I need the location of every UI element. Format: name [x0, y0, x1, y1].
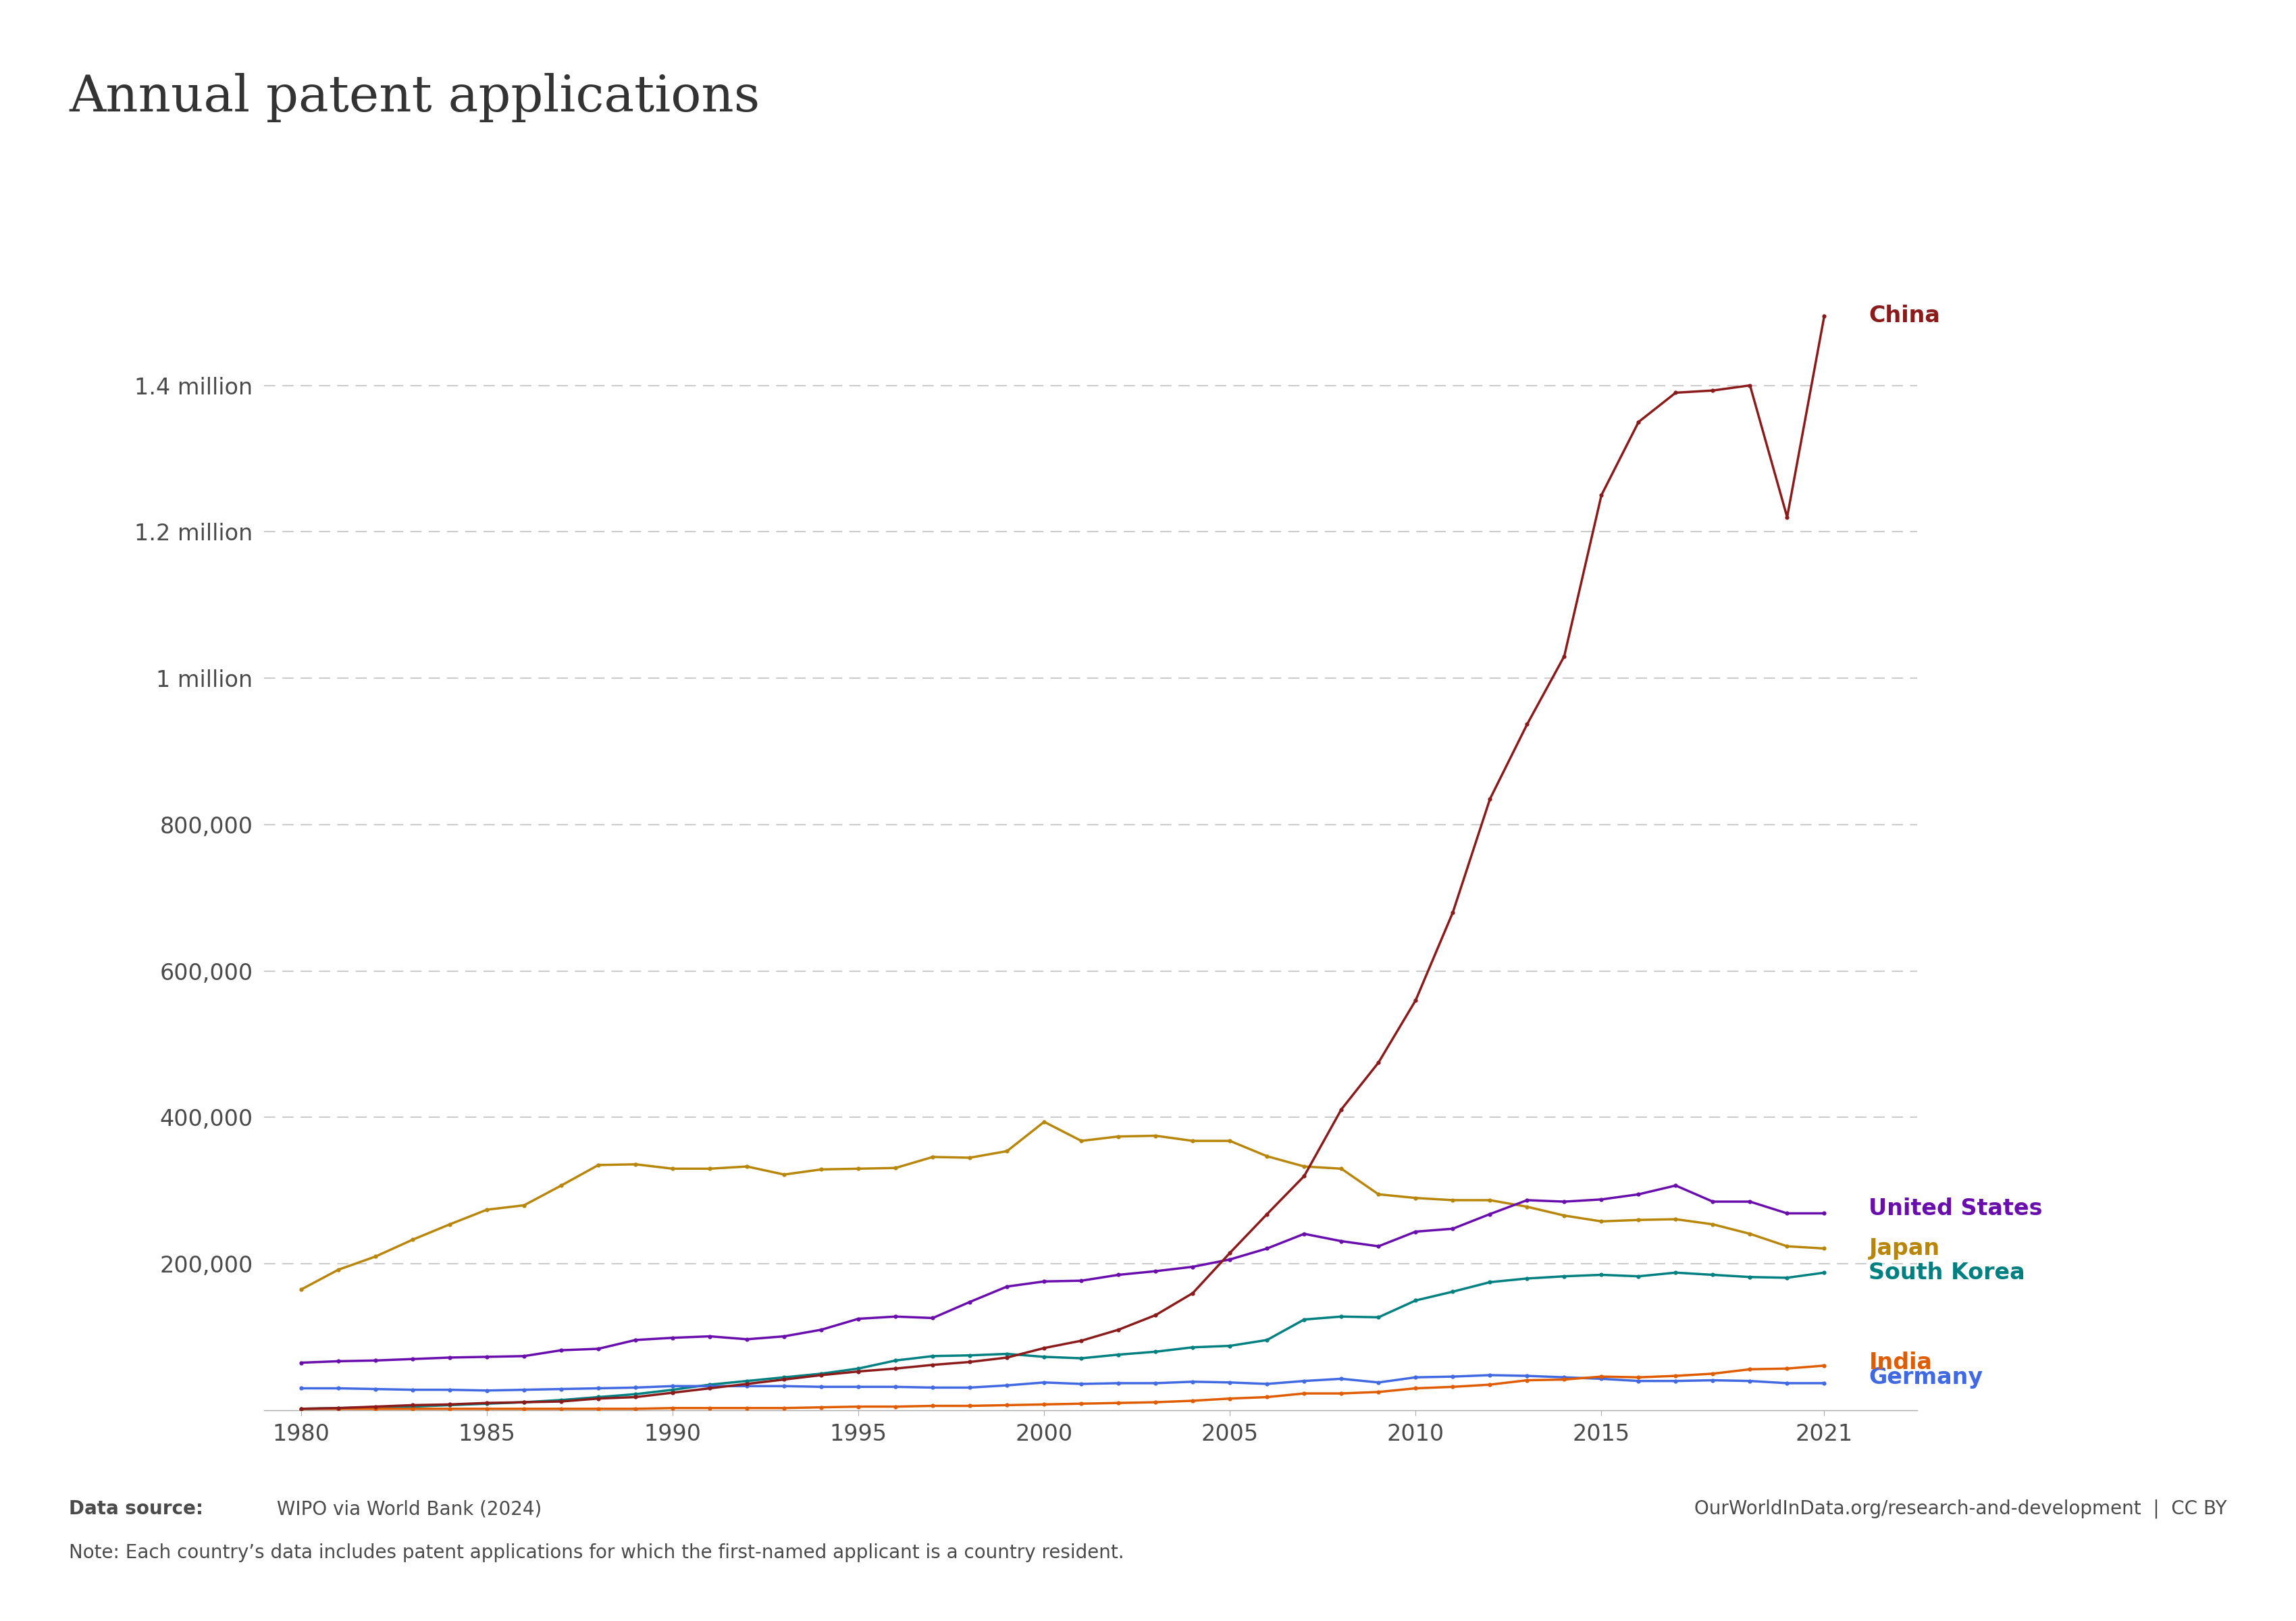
- Text: Data source:: Data source:: [69, 1499, 204, 1519]
- Text: OurWorldInData.org/research-and-development  |  CC BY: OurWorldInData.org/research-and-developm…: [1694, 1499, 2227, 1519]
- Text: United States: United States: [1869, 1198, 2043, 1221]
- Text: Note: Each country’s data includes patent applications for which the first-named: Note: Each country’s data includes paten…: [69, 1543, 1125, 1563]
- Text: Our World
in Data: Our World in Data: [2105, 88, 2211, 131]
- Text: China: China: [1869, 305, 1940, 327]
- Text: Germany: Germany: [1869, 1367, 1984, 1389]
- Text: Annual patent applications: Annual patent applications: [69, 73, 760, 122]
- Text: India: India: [1869, 1352, 1933, 1375]
- Text: WIPO via World Bank (2024): WIPO via World Bank (2024): [271, 1499, 542, 1519]
- Text: Japan: Japan: [1869, 1237, 1940, 1260]
- Text: South Korea: South Korea: [1869, 1261, 2025, 1284]
